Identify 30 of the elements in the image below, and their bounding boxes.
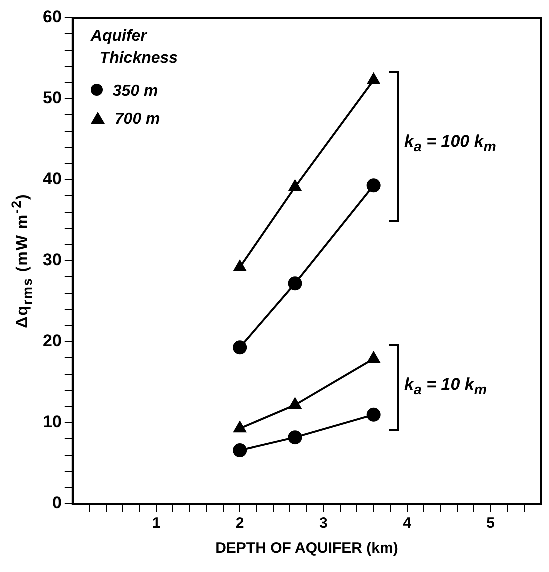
point bbox=[233, 444, 248, 458]
point bbox=[368, 352, 380, 364]
point bbox=[289, 398, 302, 410]
y-tick-label: 40 bbox=[42, 170, 62, 189]
legend-title: Aquifer Thickness bbox=[90, 27, 178, 69]
point bbox=[234, 422, 246, 433]
point bbox=[288, 430, 302, 445]
y-tick-label: 30 bbox=[42, 250, 62, 270]
annotation: k$_{a}$ = 10 k$_{m}$ bbox=[404, 374, 487, 398]
y-tick-label: 60 bbox=[42, 8, 62, 27]
x-tick-label: 5 bbox=[486, 515, 496, 532]
x-tick-label: 2 bbox=[236, 515, 244, 532]
point bbox=[366, 178, 381, 193]
y-tick-label: 20 bbox=[42, 332, 62, 351]
x-tick-label: 1 bbox=[152, 515, 161, 532]
x-axis-title: DEPTH OF AQUIFER (km) bbox=[216, 540, 398, 558]
point bbox=[289, 180, 302, 192]
y-tick-label: 10 bbox=[42, 412, 62, 432]
point bbox=[288, 276, 302, 291]
legend-label: 350 m bbox=[112, 82, 160, 102]
y-tick-label: 0 bbox=[52, 494, 62, 513]
annotation: k$_{a}$ = 100 k$_{m}$ bbox=[404, 132, 496, 155]
point bbox=[366, 408, 381, 422]
x-tick-label: 3 bbox=[320, 515, 328, 532]
point bbox=[368, 73, 380, 84]
legend-label: 700 m bbox=[114, 110, 162, 130]
y-tick-label: 50 bbox=[42, 88, 62, 108]
x-tick-label: 4 bbox=[403, 515, 412, 532]
point bbox=[234, 260, 246, 272]
point bbox=[233, 340, 248, 355]
